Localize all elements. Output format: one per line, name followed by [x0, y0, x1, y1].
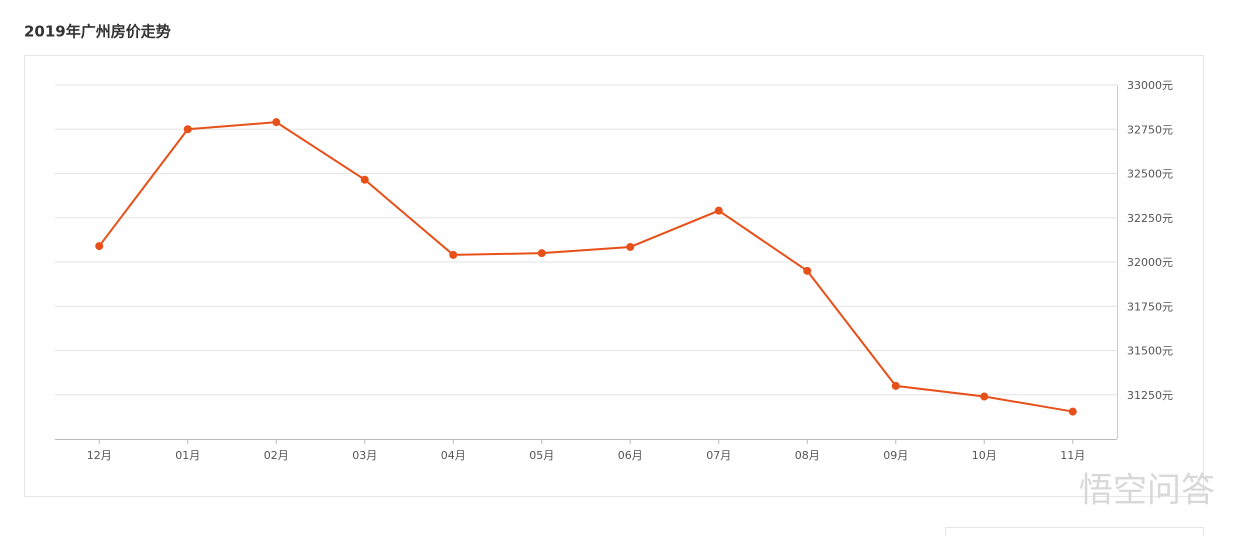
point	[626, 242, 635, 251]
chart-frame	[24, 55, 1204, 497]
point	[272, 118, 281, 127]
point	[537, 249, 546, 258]
x-tick-label: 07月	[706, 449, 731, 462]
point	[714, 206, 723, 215]
y-tick-label: 32750元	[1127, 123, 1173, 136]
point	[980, 392, 989, 401]
x-tick-label: 01月	[175, 449, 200, 462]
y-tick-label: 32250元	[1127, 212, 1173, 225]
point	[449, 250, 458, 259]
point	[360, 175, 369, 184]
x-tick-label: 08月	[795, 449, 820, 462]
x-tick-label: 12月	[87, 449, 112, 462]
point	[1068, 407, 1077, 416]
y-tick-label: 32500元	[1127, 168, 1173, 181]
watermark: 悟空问答	[1079, 471, 1215, 511]
x-tick-label: 02月	[264, 449, 289, 462]
y-tick-label: 32000元	[1127, 256, 1173, 269]
y-tick-label: 31750元	[1127, 300, 1173, 313]
y-tick-label: 33000元	[1127, 79, 1173, 92]
x-tick-label: 05月	[529, 449, 554, 462]
chart-title: 2019年广州房价走势	[24, 23, 171, 41]
x-tick-label: 11月	[1060, 449, 1085, 462]
point	[183, 125, 192, 134]
x-tick-label: 04月	[441, 449, 466, 462]
x-tick-label: 10月	[972, 449, 997, 462]
y-tick-label: 31250元	[1127, 389, 1173, 402]
x-tick-label: 09月	[883, 449, 908, 462]
point	[95, 242, 104, 251]
point	[803, 266, 812, 275]
x-tick-label: 03月	[352, 449, 377, 462]
x-tick-label: 06月	[618, 449, 643, 462]
panel-edge	[945, 527, 1204, 540]
y-tick-label: 31500元	[1127, 345, 1173, 358]
line	[98, 121, 1073, 413]
point	[891, 381, 900, 390]
